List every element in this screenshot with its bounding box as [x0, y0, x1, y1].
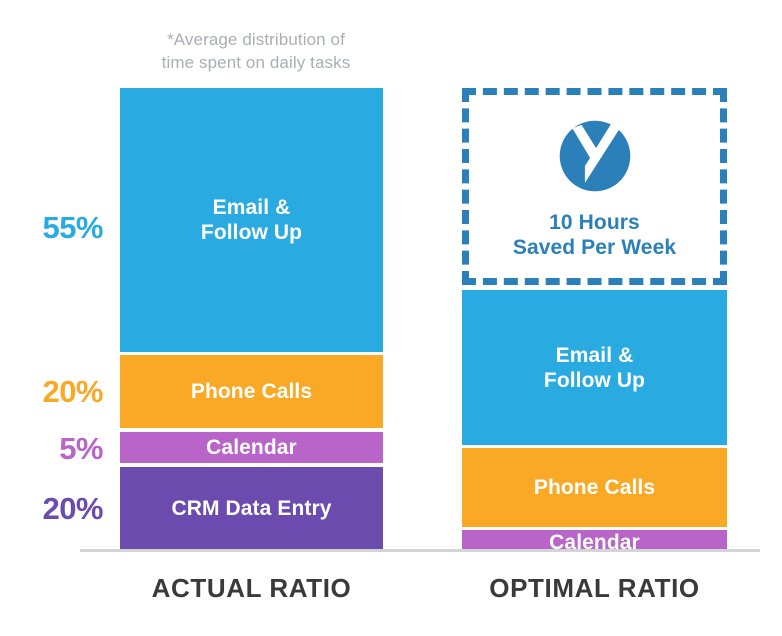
savings-line-1: 10 Hours: [549, 210, 640, 234]
bar-segment-calendar-optimal[interactable]: Calendar: [462, 530, 727, 550]
percent-label-phone: 20%: [42, 374, 103, 409]
savings-text: 10 Hours Saved Per Week: [513, 210, 676, 260]
axis-label-optimal-ratio: OPTIMAL RATIO: [489, 573, 700, 603]
y-circle-logo-icon: [553, 114, 637, 198]
axis-label-actual-ratio: ACTUAL RATIO: [151, 573, 352, 603]
segment-label-line-1: Email &: [555, 343, 634, 367]
percent-label-crm: 20%: [42, 491, 103, 526]
segment-label-line-2: Follow Up: [543, 368, 646, 392]
bar-segment-email-actual[interactable]: Email & Follow Up: [120, 88, 383, 352]
stacked-bar-optimal-ratio: 10 Hours Saved Per Week Email & Follow U…: [462, 0, 727, 636]
savings-callout-box[interactable]: 10 Hours Saved Per Week: [462, 88, 727, 285]
bar-segment-phone-optimal[interactable]: Phone Calls: [462, 448, 727, 527]
segment-label-line-2: Follow Up: [200, 221, 303, 244]
percent-label-calendar: 5%: [59, 431, 103, 466]
bar-segment-calendar-actual[interactable]: Calendar: [120, 432, 383, 463]
segment-label: Phone Calls: [190, 380, 313, 403]
segment-label: Calendar: [549, 531, 640, 550]
segment-label-line-1: Email &: [212, 196, 291, 219]
caption-line-1: *Average distribution of: [167, 30, 345, 49]
caption-line-2: time spent on daily tasks: [161, 53, 351, 72]
percent-label-email: 55%: [42, 210, 103, 245]
segment-label: CRM Data Entry: [171, 496, 332, 520]
segment-label: Phone Calls: [533, 476, 656, 499]
segment-label: Calendar: [206, 436, 297, 459]
bar-segment-crm-actual[interactable]: CRM Data Entry: [120, 467, 383, 549]
baseline-rule: [80, 549, 760, 552]
chart-caption: *Average distribution of time spent on d…: [150, 28, 362, 74]
bar-segment-email-optimal[interactable]: Email & Follow Up: [462, 290, 727, 445]
savings-line-2: Saved Per Week: [512, 235, 677, 259]
bar-segment-phone-actual[interactable]: Phone Calls: [120, 355, 383, 428]
percent-label-column: 55% 20% 5% 20%: [0, 0, 103, 636]
stacked-bar-actual-ratio: Email & Follow Up Phone Calls Calendar C…: [120, 0, 383, 636]
